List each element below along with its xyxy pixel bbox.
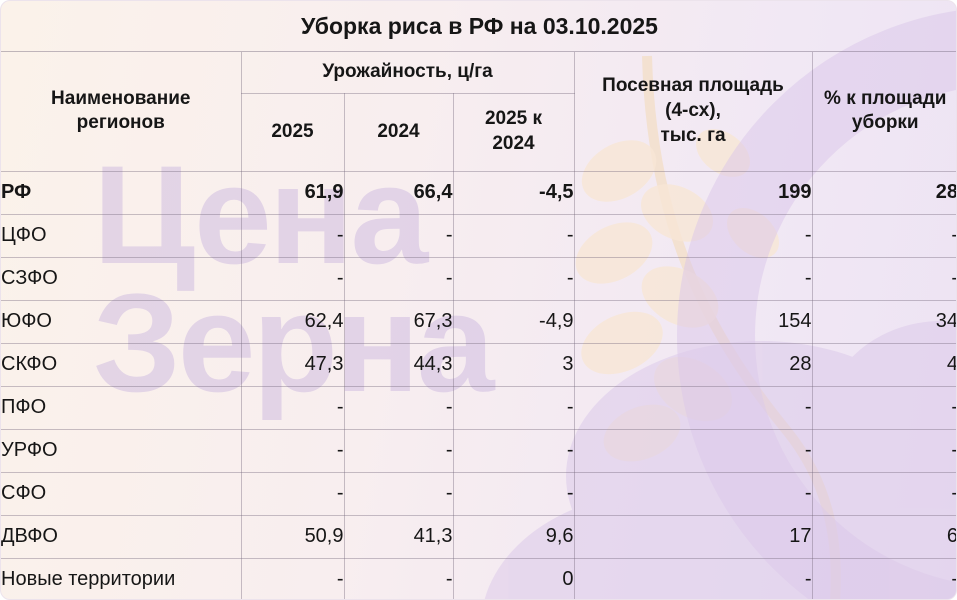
value-cell: -4,9 — [452, 299, 575, 344]
value-cell: - — [240, 557, 345, 599]
value-cell: - — [573, 385, 813, 430]
col-header-yield-group: Урожайность, ц/га — [240, 52, 575, 94]
value-cell: 28 — [811, 170, 956, 215]
harvest-table: Наименование регионов Урожайность, ц/га … — [1, 52, 956, 599]
value-cell: - — [573, 213, 813, 258]
value-cell: - — [811, 213, 956, 258]
region-cell: ДВФО — [1, 514, 242, 559]
col-header-diff: 2025 к 2024 — [452, 92, 575, 172]
value-cell: - — [573, 471, 813, 516]
value-cell: - — [343, 428, 454, 473]
value-cell: 17 — [573, 514, 813, 559]
table-header: Наименование регионов Урожайность, ц/га … — [1, 52, 956, 172]
col-header-2025: 2025 — [241, 92, 345, 172]
value-cell: - — [343, 557, 454, 599]
value-cell: 9,6 — [452, 514, 575, 559]
region-cell: РФ — [1, 170, 242, 215]
value-cell: - — [811, 428, 956, 473]
table-row: РФ 61,9 66,4 -4,5 199 28 — [1, 170, 956, 215]
value-cell: 67,3 — [343, 299, 454, 344]
table-row: Новые территории--0-- — [1, 557, 956, 599]
page-title: Уборка риса в РФ на 03.10.2025 — [1, 1, 956, 52]
value-cell: - — [452, 471, 575, 516]
value-cell: 66,4 — [343, 170, 454, 215]
value-cell: - — [343, 471, 454, 516]
value-cell: 41,3 — [343, 514, 454, 559]
region-cell: УРФО — [1, 428, 242, 473]
table-row: ЮФО 62,4 67,3 -4,9 154 34 — [1, 299, 956, 344]
table-row: УРФО----- — [1, 428, 956, 473]
region-cell: СФО — [1, 471, 242, 516]
value-cell: - — [343, 256, 454, 301]
region-cell: СКФО — [1, 342, 242, 387]
value-cell: 3 — [452, 342, 575, 387]
region-cell: СЗФО — [1, 256, 242, 301]
value-cell: - — [240, 428, 345, 473]
value-cell: - — [452, 385, 575, 430]
value-cell: - — [343, 385, 454, 430]
value-cell: -4,5 — [452, 170, 575, 215]
value-cell: 50,9 — [240, 514, 345, 559]
value-cell: 62,4 — [240, 299, 345, 344]
value-cell: 34 — [811, 299, 956, 344]
table-row: СФО----- — [1, 471, 956, 516]
table-row: СЗФО----- — [1, 256, 956, 301]
value-cell: - — [452, 256, 575, 301]
value-cell: - — [811, 471, 956, 516]
col-header-pct: % к площади уборки — [811, 52, 956, 172]
region-cell: Новые территории — [1, 557, 242, 599]
value-cell: - — [452, 213, 575, 258]
value-cell: - — [573, 557, 813, 599]
table-body: РФ61,966,4-4,519928ЦФО-----СЗФО-----ЮФО6… — [1, 170, 956, 599]
col-header-region: Наименование регионов — [1, 52, 242, 172]
value-cell: - — [811, 385, 956, 430]
value-cell: 47,3 — [240, 342, 345, 387]
value-cell: 199 — [573, 170, 813, 215]
value-cell: 154 — [573, 299, 813, 344]
value-cell: - — [343, 213, 454, 258]
table-row: ЦФО----- — [1, 213, 956, 258]
value-cell: - — [240, 471, 345, 516]
value-cell: - — [573, 256, 813, 301]
value-cell: - — [452, 428, 575, 473]
region-cell: ЮФО — [1, 299, 242, 344]
value-cell: 6 — [811, 514, 956, 559]
region-cell: ЦФО — [1, 213, 242, 258]
col-header-area: Посевная площадь (4-сх), тыс. га — [573, 52, 813, 172]
col-header-2024: 2024 — [343, 92, 454, 172]
value-cell: - — [240, 213, 345, 258]
table-row: СКФО 47,3 44,3 3 28 4 — [1, 342, 956, 387]
value-cell: - — [811, 557, 956, 599]
value-cell: - — [240, 385, 345, 430]
value-cell: 28 — [573, 342, 813, 387]
value-cell: 0 — [452, 557, 575, 599]
value-cell: - — [573, 428, 813, 473]
table-row: ПФО----- — [1, 385, 956, 430]
value-cell: - — [811, 256, 956, 301]
region-cell: ПФО — [1, 385, 242, 430]
table-row: ДВФО 50,9 41,3 9,6 17 6 — [1, 514, 956, 559]
value-cell: 61,9 — [240, 170, 345, 215]
value-cell: 44,3 — [343, 342, 454, 387]
value-cell: 4 — [811, 342, 956, 387]
value-cell: - — [240, 256, 345, 301]
